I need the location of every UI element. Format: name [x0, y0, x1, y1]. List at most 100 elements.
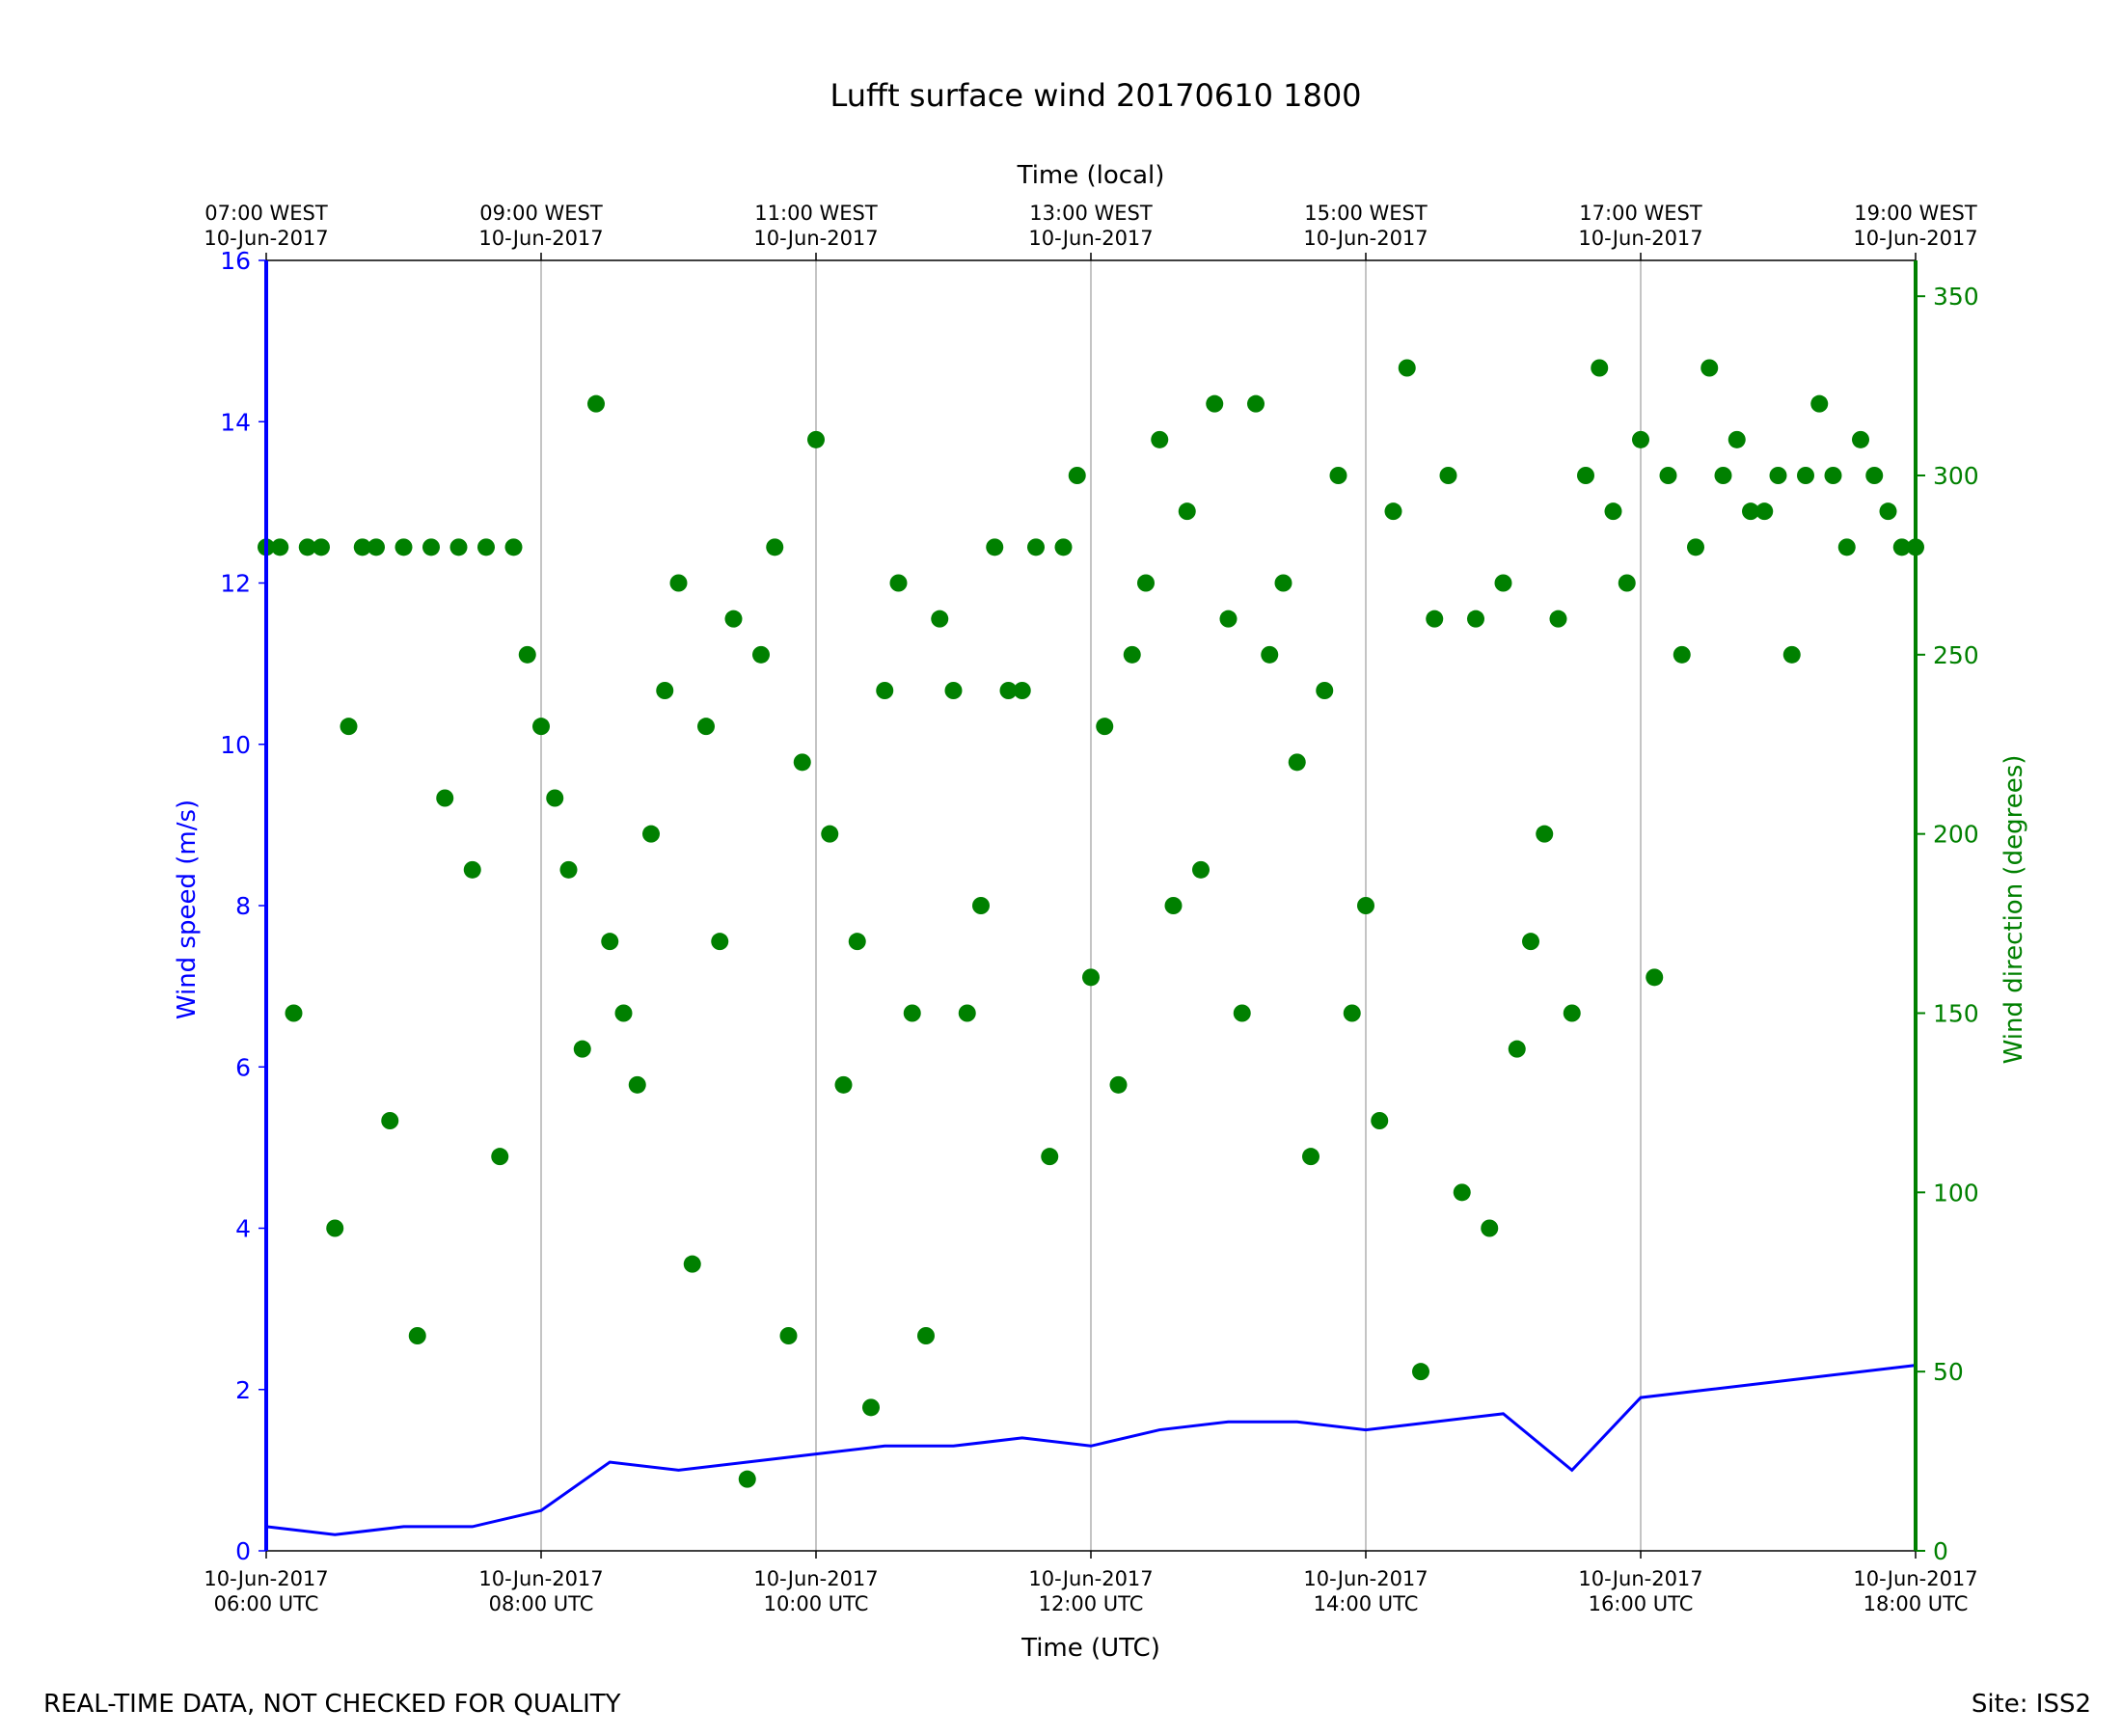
x2-tick-label: 11:00 WEST — [754, 202, 878, 225]
wind-direction-point — [669, 574, 688, 592]
x2-tick-label: 10-Jun-2017 — [204, 227, 328, 250]
wind-direction-point — [1810, 394, 1829, 413]
wind-direction-point — [752, 645, 770, 664]
wind-direction-point — [1329, 467, 1347, 484]
wind-direction-point — [1343, 1004, 1361, 1022]
y-tick-label: 2 — [235, 1376, 251, 1404]
wind-direction-point — [1247, 394, 1265, 413]
wind-direction-point — [642, 825, 660, 843]
wind-direction-point — [628, 1075, 646, 1094]
wind-direction-point — [1824, 467, 1842, 484]
wind-direction-point — [1536, 825, 1554, 843]
wind-direction-point — [587, 394, 605, 413]
wind-direction-point — [1742, 502, 1759, 521]
y2-tick-label: 100 — [1933, 1179, 1979, 1207]
wind-direction-point — [766, 538, 784, 556]
chart-title: Lufft surface wind 20170610 1800 — [830, 77, 1361, 114]
wind-speed-line — [265, 1364, 1917, 1536]
wind-direction-point — [381, 1112, 399, 1129]
y2-tick-label: 0 — [1933, 1537, 1948, 1565]
x2-tick-label: 10-Jun-2017 — [1578, 227, 1702, 250]
y2-tick-label: 300 — [1933, 462, 1979, 490]
wind-direction-point — [1219, 610, 1238, 628]
wind-direction-point — [436, 789, 454, 807]
wind-direction-point — [1412, 1363, 1429, 1381]
wind-direction-point — [326, 1219, 344, 1237]
wind-direction-point — [1206, 394, 1224, 413]
wind-direction-point — [1137, 574, 1155, 592]
y-tick-label: 16 — [220, 247, 251, 275]
x-tick-label: 10:00 UTC — [764, 1592, 869, 1615]
wind-direction-point — [1577, 467, 1594, 484]
wind-direction-point — [697, 718, 715, 736]
y-tick-label: 14 — [220, 408, 251, 436]
y-tick-label: 8 — [235, 892, 251, 920]
wind-direction-point — [821, 825, 839, 843]
wind-direction-point — [903, 1004, 921, 1022]
wind-direction-point — [683, 1255, 701, 1273]
wind-direction-point — [1439, 467, 1457, 484]
wind-direction-point — [1109, 1075, 1128, 1094]
wind-direction-point — [1494, 574, 1512, 592]
wind-direction-point — [1384, 502, 1402, 521]
wind-direction-point — [1288, 753, 1306, 772]
x2-tick-label: 10-Jun-2017 — [478, 227, 603, 250]
x-axis-label: Time (UTC) — [1020, 1634, 1160, 1663]
wind-direction-point — [353, 538, 371, 556]
wind-direction-point — [1481, 1219, 1499, 1237]
wind-direction-point — [394, 538, 413, 556]
wind-direction-point — [793, 753, 811, 772]
x2-tick-label: 10-Jun-2017 — [1853, 227, 1977, 250]
wind-direction-point — [614, 1004, 633, 1022]
wind-direction-point — [367, 538, 385, 556]
wind-direction-point — [1096, 718, 1114, 736]
wind-direction-point — [1522, 933, 1539, 951]
wind-direction-point — [1178, 502, 1196, 521]
wind-direction-point — [656, 682, 674, 699]
wind-direction-point — [779, 1327, 798, 1344]
wind-direction-point — [463, 860, 481, 879]
y-axis-label: Wind speed (m/s) — [173, 800, 202, 1019]
wind-direction-point — [1687, 538, 1704, 556]
wind-direction-point — [1467, 610, 1484, 628]
x-tick-label: 16:00 UTC — [1589, 1592, 1694, 1615]
wind-direction-point — [1879, 502, 1897, 521]
wind-direction-point — [711, 933, 729, 951]
wind-direction-point — [972, 897, 990, 914]
wind-direction-point — [1316, 682, 1334, 699]
wind-direction-point — [298, 538, 316, 556]
x2-tick-label: 19:00 WEST — [1854, 202, 1977, 225]
x-tick-label: 10-Jun-2017 — [753, 1567, 878, 1590]
wind-direction-point — [1054, 538, 1073, 556]
y-tick-label: 4 — [235, 1215, 251, 1243]
wind-direction-point — [285, 1004, 303, 1022]
wind-direction-point — [1082, 968, 1100, 987]
x-tick-label: 10-Jun-2017 — [478, 1567, 603, 1590]
wind-direction-point — [1865, 467, 1884, 484]
wind-direction-point — [931, 610, 949, 628]
wind-direction-point — [1192, 860, 1210, 879]
wind-direction-point — [1302, 1148, 1319, 1166]
wind-direction-point — [1068, 467, 1086, 484]
vertical-gridlines — [540, 260, 1642, 1551]
wind-direction-point — [917, 1327, 935, 1344]
wind-direction-point — [1646, 968, 1664, 987]
y-tick-label: 6 — [235, 1053, 251, 1081]
x2-tick-label: 10-Jun-2017 — [753, 227, 878, 250]
wind-direction-point — [532, 718, 550, 736]
quality-note: REAL-TIME DATA, NOT CHECKED FOR QUALITY — [43, 1690, 621, 1719]
wind-direction-point — [1013, 682, 1031, 699]
y2-tick-label: 350 — [1933, 283, 1979, 311]
wind-direction-point — [1632, 430, 1649, 448]
wind-direction-point — [848, 933, 866, 951]
wind-direction-point — [986, 538, 1004, 556]
wind-direction-point — [491, 1148, 509, 1166]
wind-direction-point — [1274, 574, 1292, 592]
wind-direction-point — [546, 789, 564, 807]
wind-direction-point — [313, 538, 330, 556]
wind-direction-point — [1659, 467, 1677, 484]
x-tick-label: 06:00 UTC — [214, 1592, 319, 1615]
wind-direction-point — [422, 538, 440, 556]
wind-direction-point — [807, 430, 825, 448]
